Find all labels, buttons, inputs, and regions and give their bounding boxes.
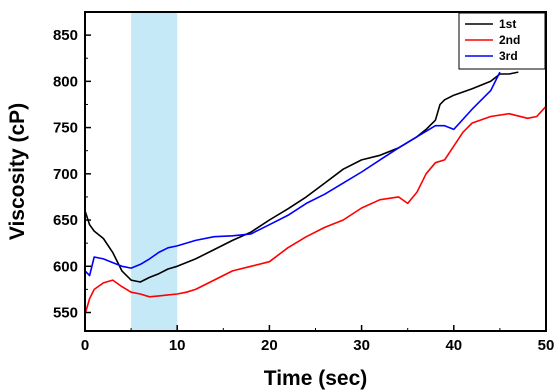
x-tick-label: 0 (81, 337, 89, 354)
series-line-2nd (84, 105, 547, 315)
x-tick-label: 10 (169, 337, 186, 354)
x-axis-title: Time (sec) (264, 367, 368, 390)
tick-layer: 0 10 20 30 40 50 550 600 650 700 750 800 850 (53, 27, 554, 354)
y-axis-title: Viscosity (cP) (6, 103, 29, 240)
highlight-band (131, 13, 178, 330)
y-tick-label: 700 (53, 166, 78, 183)
y-tick-label: 650 (53, 212, 78, 229)
series-line-3rd (84, 71, 501, 277)
legend-box (458, 12, 546, 70)
y-tick-label: 750 (53, 120, 78, 137)
legend-label-3rd: 3rd (499, 49, 518, 63)
series-line-1st (84, 71, 519, 283)
y-tick-label: 550 (53, 305, 78, 322)
legend-label-2nd: 2nd (499, 33, 520, 47)
x-tick-label: 40 (445, 337, 462, 354)
x-tick-label: 20 (261, 337, 278, 354)
highlight-band-layer (131, 13, 178, 330)
legend-label-1st: 1st (499, 17, 516, 31)
x-tick-label: 30 (353, 337, 370, 354)
series-layer (84, 71, 547, 315)
y-tick-label: 800 (53, 73, 78, 90)
legend: 1st 2nd 3rd (458, 12, 546, 70)
y-tick-label: 850 (53, 27, 78, 44)
x-tick-label: 50 (538, 337, 555, 354)
y-tick-label: 600 (53, 258, 78, 275)
